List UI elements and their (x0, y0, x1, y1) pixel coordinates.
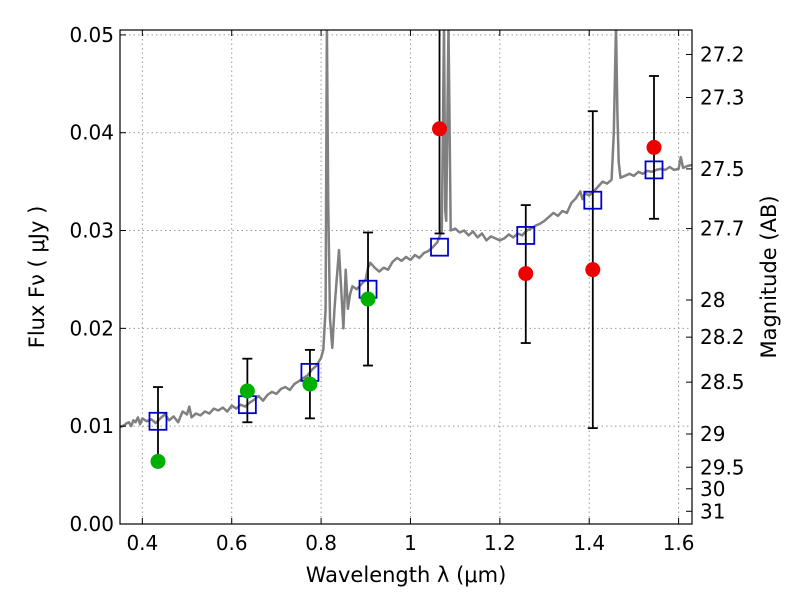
right-tick-label: 27.3 (700, 85, 745, 109)
right-tick-label: 28.2 (700, 325, 745, 349)
y-tick-label: 0.00 (69, 512, 114, 536)
nir-detection-dot (646, 139, 662, 155)
right-tick-label: 28.5 (700, 370, 745, 394)
x-tick-label: 1 (404, 531, 417, 555)
plot-area (120, 30, 692, 469)
right-tick-label: 29.5 (700, 455, 745, 479)
model-band-square (583, 190, 603, 210)
axis-ticks (120, 30, 692, 525)
right-tick-label: 30 (700, 477, 725, 501)
optical-detection-dot (360, 291, 376, 307)
model-band-square (644, 160, 664, 180)
nir-detection-dot (432, 121, 448, 137)
x-tick-label: 0.4 (126, 531, 158, 555)
nir-detection-dot (585, 262, 601, 278)
x-tick-label: 1.4 (573, 531, 605, 555)
optical-detection-dot (150, 453, 166, 469)
right-tick-label: 27.2 (700, 42, 745, 66)
x-tick-label: 1.6 (663, 531, 695, 555)
model-band-square (148, 411, 168, 431)
optical-detection-dot (239, 383, 255, 399)
right-tick-label: 29 (700, 422, 725, 446)
detection-dots (150, 121, 662, 469)
y-tick-label: 0.01 (69, 414, 114, 438)
right-axis-label: Magnitude (AB) (757, 195, 781, 358)
right-tick-label: 28 (700, 288, 725, 312)
right-tick-label: 27.5 (700, 157, 745, 181)
y-tick-label: 0.05 (69, 23, 114, 47)
y-tick-label: 0.03 (69, 219, 114, 243)
nir-detection-dot (518, 266, 534, 282)
model-spectrum-line (120, 30, 692, 429)
y-tick-labels: 0.00 0.01 0.02 0.03 0.04 0.05 (69, 23, 114, 536)
plot-background (120, 30, 692, 524)
model-band-square (430, 237, 449, 257)
y-axis-label: Flux Fν ( μJy ) (25, 206, 49, 349)
right-tick-label: 31 (700, 499, 725, 523)
optical-detection-dot (302, 376, 318, 392)
x-axis-label: Wavelength λ (μm) (306, 563, 507, 587)
x-tick-label: 0.8 (305, 531, 337, 555)
y-tick-label: 0.02 (69, 316, 114, 340)
y-tick-label: 0.04 (69, 121, 114, 145)
right-tick-label: 27.7 (700, 217, 745, 241)
model-band-square (516, 226, 536, 245)
plot-frame (119, 29, 693, 525)
x-tick-label: 0.6 (216, 531, 248, 555)
x-tick-labels: 0.4 0.6 0.8 1 1.2 1.4 1.6 (126, 531, 694, 555)
x-tick-label: 1.2 (484, 531, 516, 555)
